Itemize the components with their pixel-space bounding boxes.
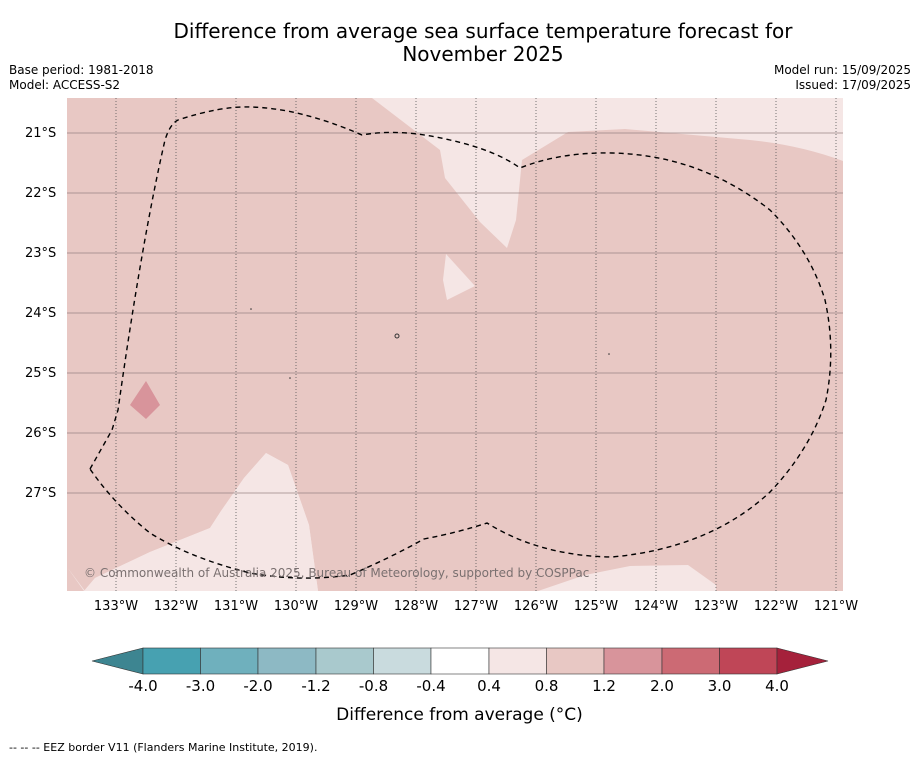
lon-label-122w: 122°W [753,599,799,614]
colorbar-tick: 0.8 [534,677,559,695]
eez-footnote: -- -- -- EEZ border V11 (Flanders Marine… [9,741,318,754]
lat-label-21s: 21°S [25,126,57,141]
colorbar-low-arrow [91,647,144,675]
colorbar-bin [315,647,374,675]
colorbar-tick: 1.2 [592,677,616,695]
colorbar-high-arrow [776,647,829,675]
island-marker [608,353,610,355]
lon-label-125w: 125°W [573,599,619,614]
colorbar-bin [546,647,605,675]
meta-left: Base period: 1981-2018 Model: ACCESS-S2 [9,63,154,93]
lon-label-131w: 131°W [213,599,259,614]
meta-right: Model run: 15/09/2025 Issued: 17/09/2025 [774,63,911,93]
lon-label-133w: 133°W [93,599,139,614]
colorbar-tick: 3.0 [707,677,732,695]
colorbar-bin [488,647,547,675]
title-line-1: Difference from average sea surface temp… [173,19,793,43]
anomaly-region-0.4-0.8-island [443,254,475,300]
colorbar-tick: -3.0 [185,677,216,695]
colorbar-bin [661,647,720,675]
lat-label-24s: 24°S [25,306,57,321]
lon-label-130w: 130°W [273,599,319,614]
lat-label-22s: 22°S [25,186,57,201]
island-marker [394,333,400,339]
lon-label-123w: 123°W [693,599,739,614]
copyright-text: © Commonwealth of Australia 2025, Bureau… [84,566,590,580]
lat-label-23s: 23°S [25,246,57,261]
lon-label-127w: 127°W [453,599,499,614]
model-text: Model: ACCESS-S2 [9,78,121,92]
latitude-gridlines [67,132,843,494]
colorbar-tick: -2.0 [243,677,273,695]
island-marker [289,377,291,379]
colorbar-bin [200,647,259,675]
colorbar-label: Difference from average (°C) [336,705,583,725]
colorbar [91,647,829,675]
chart-title: Difference from average sea surface temp… [0,20,919,66]
lon-label-126w: 126°W [513,599,559,614]
colorbar-tick: -1.2 [301,677,331,695]
lon-label-132w: 132°W [153,599,199,614]
colorbar-tick: 2.0 [650,677,674,695]
anomaly-region-0.4-0.8-south-west-edge [84,453,318,591]
island-marker [250,308,252,310]
base-period-text: Base period: 1981-2018 [9,63,154,77]
longitude-gridlines [115,98,837,591]
colorbar-bin [257,647,317,675]
model-run-text: Model run: 15/09/2025 [773,63,911,77]
map-area [67,98,843,591]
lat-label-25s: 25°S [25,366,57,381]
anomaly-region-0.4-0.8-north [372,98,843,248]
colorbar-bin [719,647,778,675]
issued-text: Issued: 17/09/2025 [795,78,911,92]
anomaly-region-0.4-0.8-south [538,565,716,591]
lon-label-129w: 129°W [333,599,379,614]
anomaly-region-1.2-2.0 [130,381,160,419]
lon-label-128w: 128°W [393,599,439,614]
colorbar-tick: 4.0 [765,677,789,695]
eez-border [89,106,832,579]
colorbar-bin [142,647,201,675]
lat-label-27s: 27°S [25,486,57,501]
colorbar-bin [603,647,663,675]
lon-label-124w: 124°W [633,599,679,614]
colorbar-tick: -4.0 [128,677,158,695]
colorbar-tick: -0.4 [416,677,446,695]
lat-label-26s: 26°S [25,426,57,441]
colorbar-bin [373,647,432,675]
colorbar-tick: 0.4 [477,677,501,695]
lon-label-121w: 121°W [813,599,859,614]
colorbar-tick: -0.8 [358,677,389,695]
title-line-2: November 2025 [402,42,564,66]
colorbar-bin [430,647,490,675]
